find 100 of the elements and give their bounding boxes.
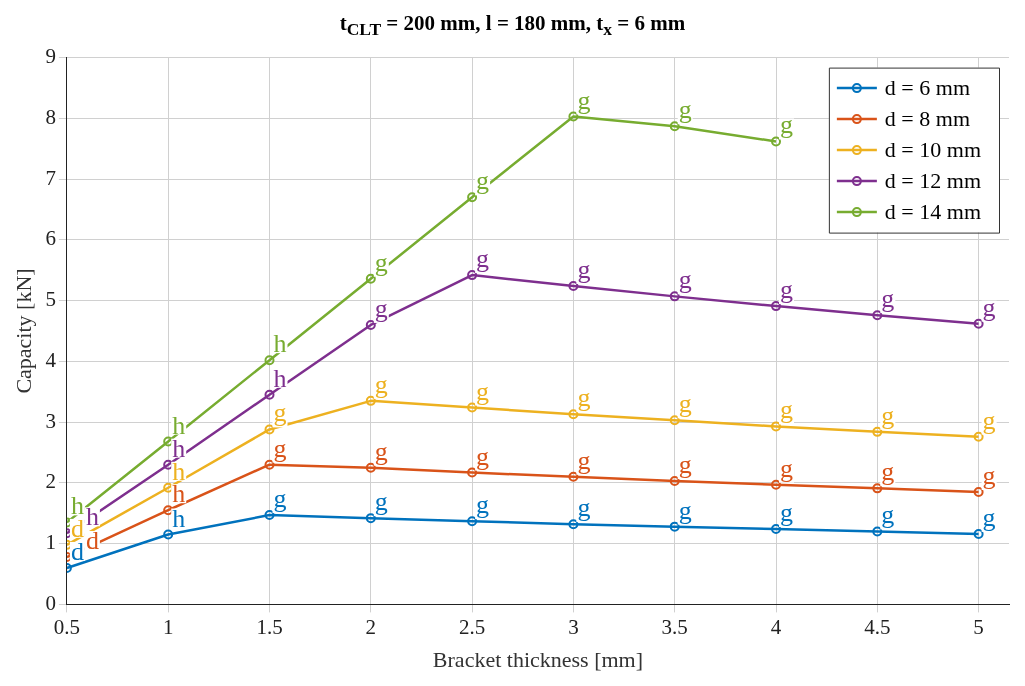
- point: [973, 528, 984, 539]
- point: [568, 471, 579, 482]
- data-label: g: [678, 265, 692, 295]
- data-label: g: [780, 498, 794, 528]
- legend-label: d = 10 mm: [884, 136, 982, 162]
- point: [669, 415, 680, 426]
- y-axis-title: Capacity [kN]: [10, 268, 36, 394]
- x-tick-label: 2.5: [458, 614, 486, 639]
- data-label: g: [881, 500, 895, 530]
- data-label: g: [678, 95, 692, 125]
- point: [365, 462, 376, 473]
- data-label: g: [577, 493, 591, 523]
- point: [365, 319, 376, 330]
- point: [365, 395, 376, 406]
- data-label: g: [780, 110, 794, 140]
- y-tick-label: 5: [45, 287, 56, 312]
- data-label: g: [374, 436, 388, 466]
- y-tick-label: 1: [45, 530, 56, 555]
- point: [264, 459, 275, 470]
- point: [872, 426, 883, 437]
- data-label: g: [982, 502, 996, 532]
- point: [771, 301, 782, 312]
- data-label: h: [273, 363, 287, 393]
- point: [568, 519, 579, 530]
- point: [973, 487, 984, 497]
- data-label: g: [577, 85, 591, 115]
- data-label: g: [476, 490, 490, 520]
- data-label: g: [374, 247, 388, 277]
- point: [163, 529, 174, 540]
- point: [467, 402, 478, 413]
- point: [568, 281, 579, 292]
- data-label: g: [780, 275, 794, 305]
- data-label: g: [881, 400, 895, 430]
- data-label: g: [374, 293, 388, 323]
- data-label: g: [476, 441, 490, 471]
- point: [872, 483, 883, 494]
- point: [365, 273, 376, 284]
- data-label: g: [577, 445, 591, 475]
- point: [467, 270, 478, 281]
- data-label: g: [780, 395, 794, 425]
- y-tick-label: 7: [45, 165, 56, 190]
- data-label: g: [678, 389, 692, 419]
- y-tick-label: 9: [45, 44, 56, 69]
- data-label: g: [678, 450, 692, 480]
- x-tick-label: 4: [770, 614, 782, 639]
- data-label: g: [476, 376, 490, 406]
- data-label: g: [678, 495, 692, 525]
- point: [973, 431, 984, 442]
- data-label: g: [374, 369, 388, 399]
- x-axis-title: Bracket thickness [mm]: [432, 646, 644, 672]
- x-tick-label: 1: [162, 614, 174, 639]
- legend-label: d = 14 mm: [884, 198, 982, 224]
- legend-label: d = 12 mm: [884, 167, 982, 193]
- point: [467, 467, 478, 478]
- data-label: g: [273, 398, 287, 428]
- point: [467, 192, 478, 203]
- data-label: h: [273, 329, 287, 359]
- x-tick-label: 1.5: [256, 614, 283, 639]
- data-label: g: [273, 484, 287, 514]
- y-tick-label: 3: [45, 408, 56, 433]
- point: [872, 526, 883, 537]
- data-label: g: [374, 487, 388, 517]
- x-tick-label: 4.5: [864, 614, 891, 639]
- point: [771, 479, 782, 490]
- point: [264, 424, 275, 435]
- data-label: g: [476, 244, 490, 274]
- point: [669, 476, 680, 487]
- point: [771, 136, 782, 147]
- x-tick-label: 3: [568, 614, 579, 639]
- data-label: g: [780, 453, 794, 483]
- x-tick-label: 0.5: [53, 614, 81, 639]
- point: [365, 513, 376, 524]
- y-tick-label: 2: [45, 469, 56, 494]
- point: [973, 318, 984, 329]
- point: [669, 121, 680, 132]
- y-tick-label: 0: [45, 590, 56, 615]
- legend-label: d = 6 mm: [884, 74, 971, 100]
- x-tick-label: 2: [365, 614, 377, 639]
- data-label: g: [982, 292, 996, 322]
- data-label: g: [577, 383, 591, 413]
- data-label: g: [273, 433, 287, 463]
- point: [771, 524, 782, 535]
- data-label: g: [982, 405, 996, 435]
- y-tick-label: 4: [45, 347, 57, 372]
- y-tick-label: 6: [45, 226, 56, 251]
- data-label: g: [881, 457, 895, 487]
- point: [264, 510, 275, 521]
- data-label: g: [577, 255, 591, 285]
- point: [669, 521, 680, 532]
- point: [264, 389, 275, 400]
- point: [568, 111, 579, 122]
- point: [872, 310, 883, 321]
- point: [669, 291, 680, 302]
- legend-label: d = 8 mm: [884, 105, 971, 131]
- point: [568, 409, 579, 420]
- data-label: g: [982, 461, 996, 490]
- point: [771, 421, 782, 432]
- data-label: g: [476, 166, 490, 196]
- data-label: g: [881, 284, 895, 314]
- x-tick-label: 3.5: [661, 614, 688, 639]
